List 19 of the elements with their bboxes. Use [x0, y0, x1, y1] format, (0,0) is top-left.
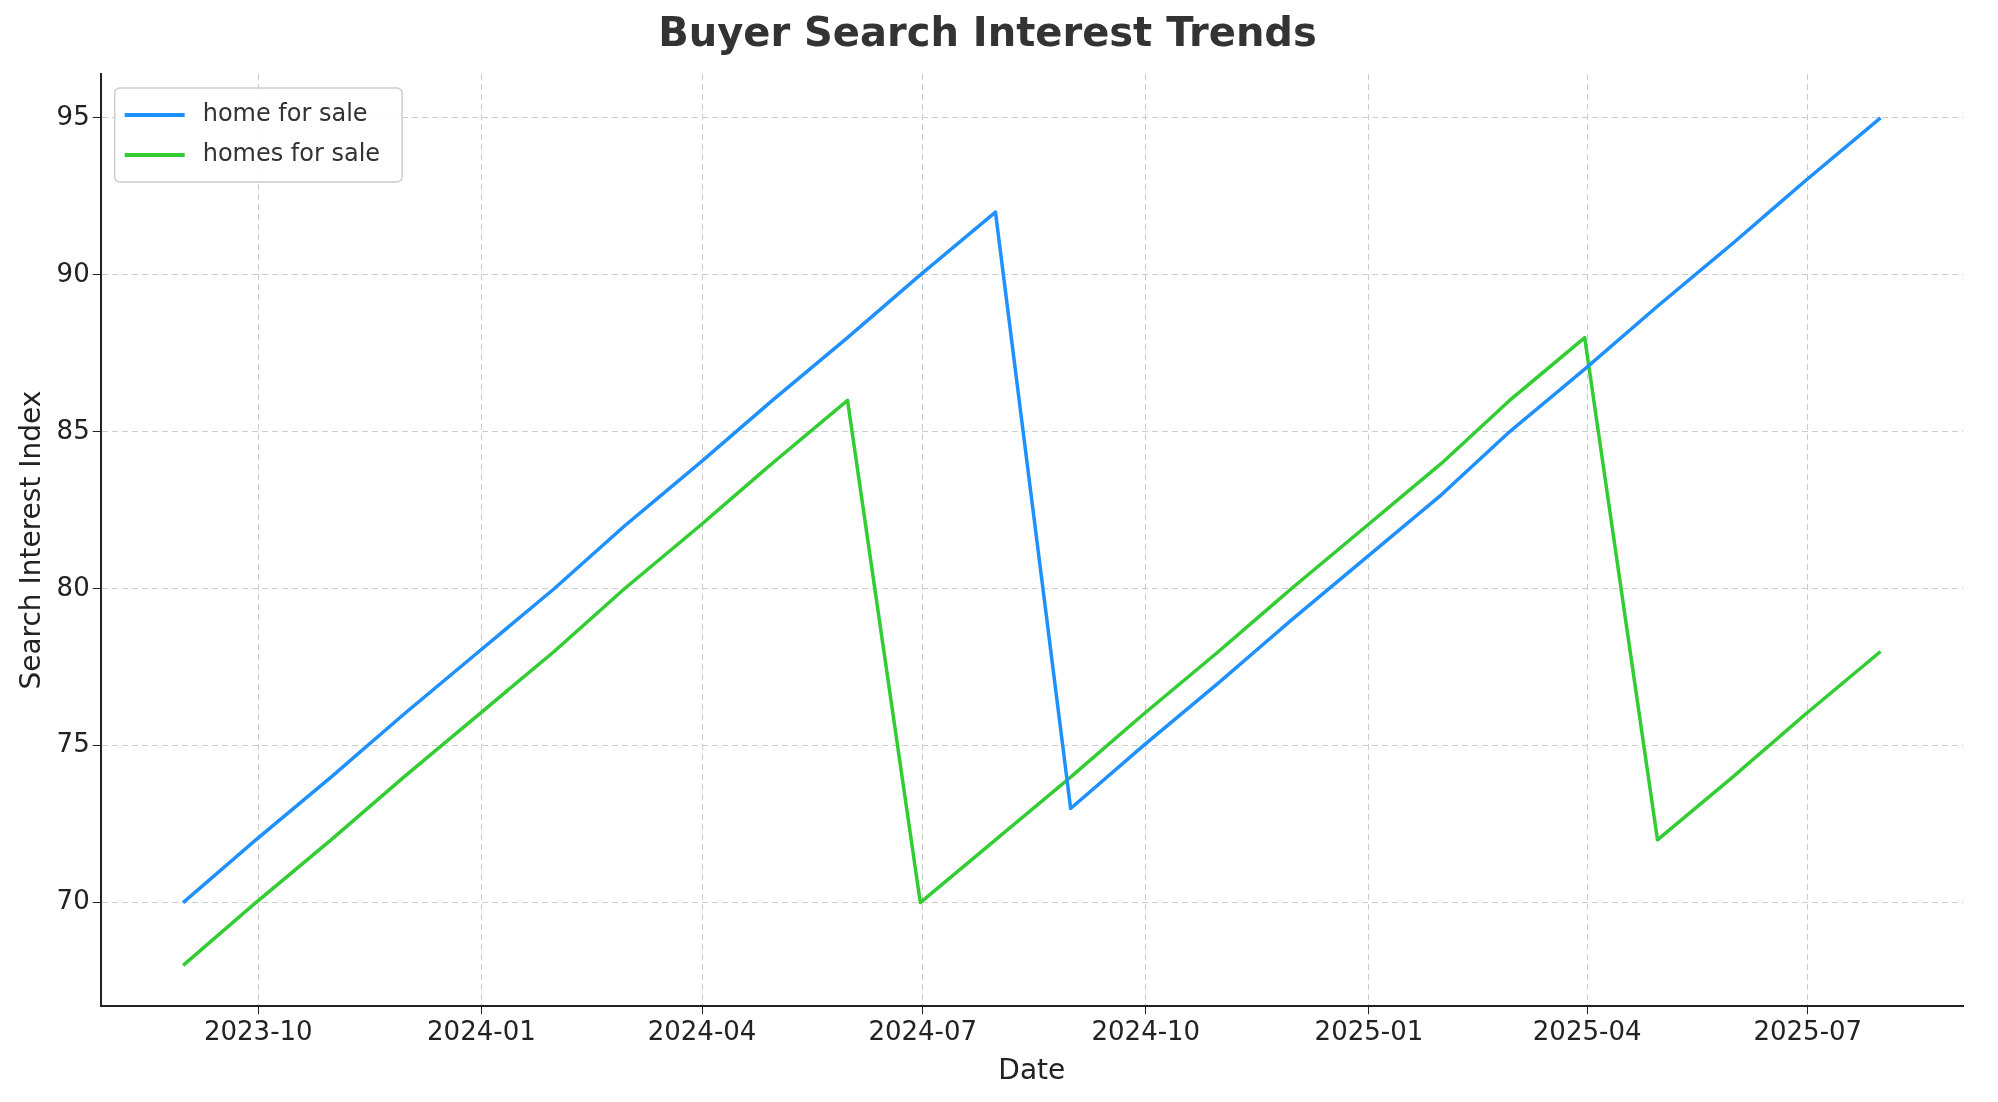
x-tick-label: 2024-04: [647, 1015, 757, 1046]
x-tick-label: 2025-01: [1314, 1015, 1424, 1046]
x-tick-label: 2024-07: [868, 1015, 978, 1046]
legend-label: homes for sale: [202, 139, 381, 168]
y-axis-title: Search Interest Index: [14, 390, 48, 690]
y-tick-label: 95: [56, 100, 90, 131]
y-tick-label: 80: [56, 571, 90, 602]
legend-label: home for sale: [202, 99, 368, 128]
y-tick-label: 70: [56, 885, 90, 916]
x-tick-label: 2025-07: [1753, 1015, 1863, 1046]
chart-title: Buyer Search Interest Trends: [658, 9, 1317, 56]
y-tick-label: 75: [56, 728, 90, 759]
x-tick-label: 2023-10: [203, 1015, 313, 1046]
y-tick-label: 85: [56, 414, 90, 445]
x-tick-label: 2025-04: [1532, 1015, 1642, 1046]
y-tick-label: 90: [56, 257, 90, 288]
x-tick-label: 2024-01: [427, 1015, 536, 1046]
x-axis-title: Date: [998, 1053, 1066, 1087]
x-tick-label: 2024-10: [1091, 1015, 1201, 1046]
